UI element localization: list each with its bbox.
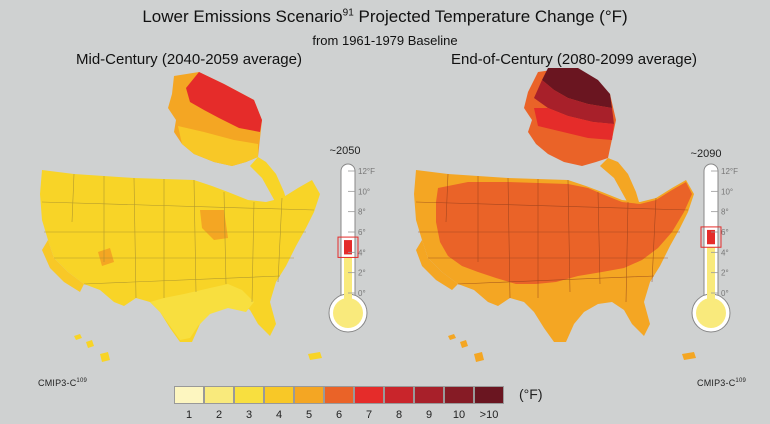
thermometer-range-fill	[707, 229, 715, 245]
legend-swatch	[384, 386, 414, 404]
hawaii	[448, 334, 484, 362]
thermometer-tick-label: 0°	[358, 289, 366, 298]
legend-label: 2	[215, 409, 223, 421]
legend-label: 5	[305, 409, 313, 421]
contiguous-us	[414, 170, 694, 342]
legend-label: 6	[335, 409, 343, 421]
thermometer-tick-label: 12°F	[721, 167, 738, 176]
legend-swatch	[264, 386, 294, 404]
legend-label: 1	[185, 409, 193, 421]
thermometer-tick-label: 6°	[721, 228, 729, 237]
thermometer-graphic: 12°F 10° 8° 6° 4° 2° 0°	[691, 163, 738, 333]
panel-title-end-of-century: End-of-Century (2080-2099 average)	[451, 51, 697, 68]
figure-title: Lower Emissions Scenario91 Projected Tem…	[142, 7, 628, 26]
alaska	[168, 72, 290, 214]
puerto-rico	[682, 352, 696, 360]
thermometer-tick-label: 4°	[358, 248, 366, 257]
legend-label: >10	[479, 409, 499, 421]
thermometer-tick-label: 8°	[358, 208, 366, 217]
legend-swatch	[414, 386, 444, 404]
legend-label: 4	[275, 409, 283, 421]
thermometer-tick-label: 4°	[721, 248, 729, 257]
thermometer-tick-label: 10°	[721, 187, 733, 196]
legend-swatch	[444, 386, 474, 404]
panel-title-mid-century: Mid-Century (2040-2059 average)	[76, 51, 302, 68]
thermometer-tick-label: 2°	[721, 269, 729, 278]
figure-subtitle: from 1961-1979 Baseline	[312, 33, 458, 48]
thermometer-mid-century: ~2050 12°F 10° 8° 6° 4° 2° 0°	[318, 145, 388, 350]
model-credit-end-of-century: CMIP3-C109	[697, 378, 747, 388]
legend-label: 7	[365, 409, 373, 421]
legend-label: 8	[395, 409, 403, 421]
thermometer-tick-label: 10°	[358, 187, 370, 196]
thermometer-year: ~2050	[329, 145, 361, 157]
hawaii	[74, 334, 110, 362]
thermometer-tick-label: 2°	[358, 269, 366, 278]
legend-label: 10	[452, 409, 466, 421]
legend-unit: (°F)	[519, 386, 543, 402]
thermometer-tick-label: 0°	[721, 289, 729, 298]
legend-swatch	[234, 386, 264, 404]
thermometer-year: ~2090	[690, 148, 722, 160]
thermometer-range-box	[700, 226, 722, 248]
legend-swatch	[324, 386, 354, 404]
thermometer-range-box	[337, 236, 359, 258]
legend-label: 3	[245, 409, 253, 421]
puerto-rico	[308, 352, 322, 360]
legend-swatch	[474, 386, 504, 404]
map-end-of-century	[414, 68, 696, 362]
thermometer-tick-label: 12°F	[358, 167, 375, 176]
thermometer-end-of-century: ~2090 12°F 10° 8° 6° 4° 2° 0°	[681, 145, 751, 350]
map-mid-century	[40, 72, 322, 362]
thermometer-tick-label: 8°	[721, 208, 729, 217]
model-credit-mid-century: CMIP3-C109	[38, 378, 88, 388]
alaska	[524, 68, 642, 214]
thermometer-range-fill	[344, 240, 352, 255]
contiguous-us	[40, 170, 320, 342]
legend-swatch	[354, 386, 384, 404]
legend-swatch	[174, 386, 204, 404]
thermometer-graphic: 12°F 10° 8° 6° 4° 2° 0°	[328, 163, 375, 333]
legend-label: 9	[425, 409, 433, 421]
thermometer-tick-label: 6°	[358, 228, 366, 237]
legend-swatch	[204, 386, 234, 404]
legend-swatch	[294, 386, 324, 404]
